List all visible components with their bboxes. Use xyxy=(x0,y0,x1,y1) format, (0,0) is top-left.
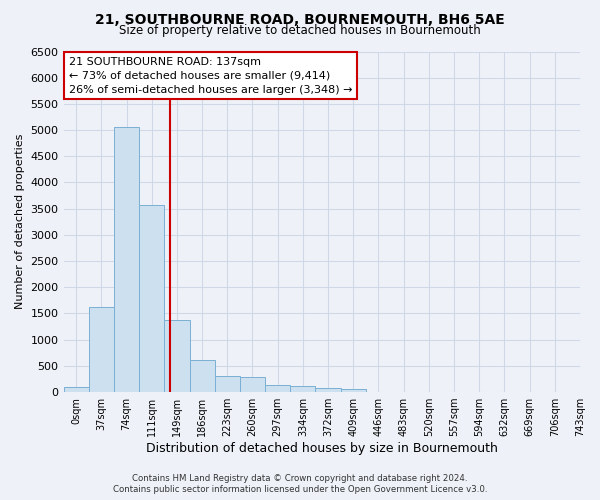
Bar xyxy=(64,387,89,392)
Bar xyxy=(190,360,215,392)
Bar xyxy=(341,390,366,392)
Bar xyxy=(215,376,240,392)
Bar xyxy=(265,384,290,392)
Text: Size of property relative to detached houses in Bournemouth: Size of property relative to detached ho… xyxy=(119,24,481,37)
Bar xyxy=(164,320,190,392)
Bar xyxy=(290,386,316,392)
Bar xyxy=(89,307,114,392)
Text: 21 SOUTHBOURNE ROAD: 137sqm
← 73% of detached houses are smaller (9,414)
26% of : 21 SOUTHBOURNE ROAD: 137sqm ← 73% of det… xyxy=(69,56,352,94)
Bar xyxy=(139,204,164,392)
Text: Contains HM Land Registry data © Crown copyright and database right 2024.
Contai: Contains HM Land Registry data © Crown c… xyxy=(113,474,487,494)
X-axis label: Distribution of detached houses by size in Bournemouth: Distribution of detached houses by size … xyxy=(146,442,498,455)
Text: 21, SOUTHBOURNE ROAD, BOURNEMOUTH, BH6 5AE: 21, SOUTHBOURNE ROAD, BOURNEMOUTH, BH6 5… xyxy=(95,12,505,26)
Bar xyxy=(240,377,265,392)
Y-axis label: Number of detached properties: Number of detached properties xyxy=(15,134,25,310)
Bar xyxy=(114,128,139,392)
Bar xyxy=(316,388,341,392)
